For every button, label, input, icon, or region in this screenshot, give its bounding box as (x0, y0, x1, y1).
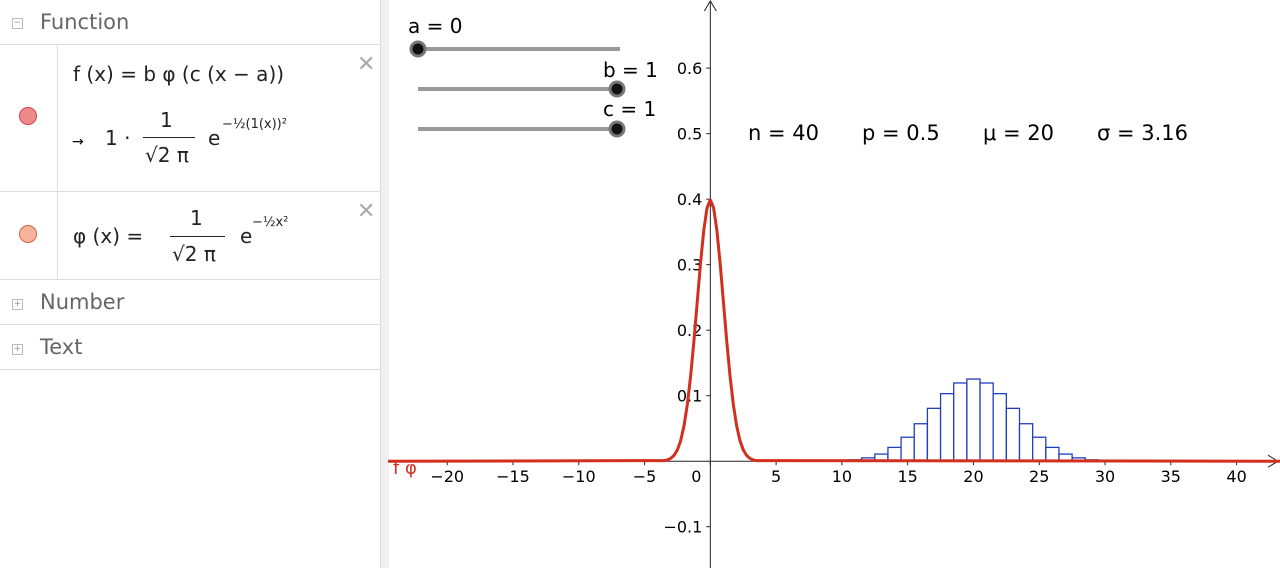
visibility-toggle[interactable] (19, 107, 37, 125)
x-tick-label: 20 (963, 467, 983, 486)
formula: e (208, 126, 221, 150)
separator (0, 191, 380, 192)
slider-label: a = 0 (408, 14, 462, 38)
y-tick-label: 0.4 (677, 190, 702, 209)
histogram-bar (1097, 460, 1113, 462)
x-tick-label: 15 (897, 467, 917, 486)
histogram-bar (887, 446, 902, 462)
x-tick-label: 35 (1161, 467, 1181, 486)
collapse-icon[interactable]: − (12, 18, 23, 29)
x-tick-label: 0 (691, 467, 701, 486)
x-tick-label: −5 (633, 467, 657, 486)
exponent: −½x² (252, 215, 289, 230)
separator (57, 45, 58, 279)
x-tick-label: −15 (496, 467, 530, 486)
histogram-bar (1032, 436, 1047, 462)
numerator: 1 (190, 206, 203, 230)
histogram-bar (1005, 407, 1021, 462)
slider-label: c = 1 (603, 97, 656, 121)
formula: f (x) = b φ (c (x − a)) (73, 62, 285, 86)
exponent: −½(1(x))² (222, 117, 287, 132)
histogram-bar (834, 460, 850, 462)
x-tick-label: 40 (1226, 467, 1246, 486)
fraction-bar (143, 137, 195, 138)
separator (0, 279, 380, 280)
x-axis-arrow (1267, 454, 1279, 468)
visibility-toggle[interactable] (19, 225, 37, 243)
y-tick-label: 0.3 (677, 256, 702, 275)
x-tick-label: −10 (562, 467, 596, 486)
algebra-panel: − Function f (x) = b φ (c (x − a)) → 1 ·… (0, 0, 380, 568)
divider (380, 0, 389, 568)
function-curve (387, 198, 1280, 463)
y-tick-label: 0.2 (677, 321, 702, 340)
histogram-bar (966, 378, 981, 462)
histogram-bar (900, 436, 915, 462)
x-tick-label: 25 (1029, 467, 1049, 486)
histogram-bar (1084, 459, 1100, 462)
denominator: √2 π (145, 143, 189, 167)
delete-button[interactable]: ✕ (357, 199, 376, 224)
expand-icon[interactable]: + (12, 299, 23, 310)
denominator: √2 π (172, 242, 216, 266)
x-tick-label: −20 (430, 467, 464, 486)
separator (0, 324, 380, 325)
curve-label: φ (405, 458, 417, 479)
section-header[interactable]: Text (40, 335, 83, 359)
histogram-bar (1045, 446, 1060, 462)
histogram-bar (1018, 423, 1034, 462)
expand-icon[interactable]: + (12, 344, 23, 355)
separator (0, 44, 380, 45)
formula: 1 · (105, 126, 131, 150)
y-axis-arrow (703, 0, 717, 12)
histogram-bar (913, 423, 929, 462)
slider-knob[interactable] (608, 80, 626, 98)
separator (0, 369, 380, 370)
histogram-bar (992, 393, 1007, 462)
stat-text: p = 0.5 (862, 121, 940, 145)
stat-text: μ = 20 (983, 121, 1054, 145)
slider-label: b = 1 (603, 58, 658, 82)
stat-text: n = 40 (748, 121, 819, 145)
formula: φ (x) = (73, 224, 144, 248)
histogram-bar (939, 393, 955, 462)
numerator: 1 (160, 108, 173, 132)
y-tick-label: 0.5 (677, 125, 702, 144)
slider-knob[interactable] (409, 40, 427, 58)
histogram-bar (1071, 457, 1086, 462)
histogram-bar (874, 453, 889, 462)
delete-button[interactable]: ✕ (357, 52, 376, 77)
formula: e (240, 224, 253, 248)
x-tick-label: 10 (832, 467, 852, 486)
y-tick-label: −0.1 (663, 518, 702, 537)
histogram-bar (847, 459, 863, 462)
histogram-bar (926, 407, 942, 462)
x-tick-label: 5 (771, 467, 781, 486)
histogram-bar (953, 382, 968, 462)
x-tick-label: 30 (1095, 467, 1115, 486)
stat-text: σ = 3.16 (1097, 121, 1188, 145)
slider-knob[interactable] (608, 120, 626, 138)
y-tick-label: 0.6 (677, 59, 702, 78)
histogram-bar (979, 382, 994, 462)
fraction-bar (170, 236, 225, 237)
histogram-bar (1058, 453, 1073, 462)
y-tick-label: 0.1 (677, 387, 702, 406)
section-header[interactable]: Function (40, 10, 130, 34)
section-header[interactable]: Number (40, 290, 125, 314)
arrow: → (72, 134, 84, 150)
histogram-bar (860, 457, 876, 462)
curve-label: f (393, 458, 400, 479)
